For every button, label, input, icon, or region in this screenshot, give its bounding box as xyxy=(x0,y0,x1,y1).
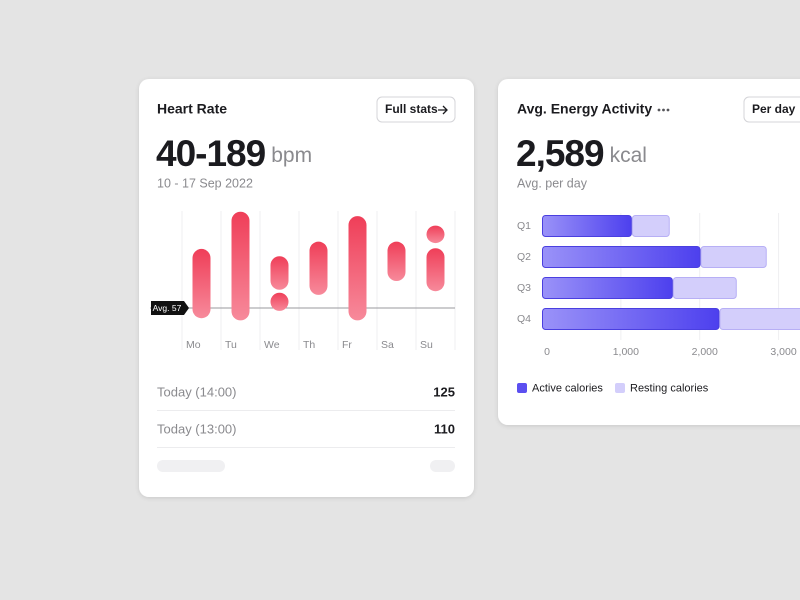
period-select[interactable] xyxy=(743,96,800,123)
headline: 40-189 bpm xyxy=(156,133,312,174)
legend-swatch xyxy=(517,383,527,393)
x-tick-label: We xyxy=(264,339,280,351)
x-tick-label: Th xyxy=(303,339,315,351)
x-tick-label: 0 xyxy=(544,346,550,358)
headline-unit: bpm xyxy=(271,144,312,167)
range-bar xyxy=(426,225,445,244)
subtitle: Avg. per day xyxy=(517,176,588,190)
x-tick-label: Sa xyxy=(381,339,394,351)
bar-segment xyxy=(700,246,767,268)
button-label[interactable]: Full stats xyxy=(385,102,438,116)
x-tick-label: 3,000 xyxy=(770,346,796,358)
more-icon[interactable] xyxy=(657,108,670,112)
headline-value: 2,589 xyxy=(516,133,604,174)
x-tick-label: Tu xyxy=(225,339,237,351)
bar-segment xyxy=(542,215,632,237)
range-bar xyxy=(309,241,328,295)
date-range: 10 - 17 Sep 2022 xyxy=(157,176,253,190)
bar-segment xyxy=(542,246,701,268)
bar-segment xyxy=(631,215,670,237)
arrow-icon xyxy=(438,105,448,115)
x-tick-label: Su xyxy=(420,339,433,351)
headline-value: 40-189 xyxy=(156,133,266,174)
row-label: Today (14:00) xyxy=(157,384,237,399)
bar-segment xyxy=(672,277,737,299)
average-label: Avg. 57 xyxy=(153,303,182,313)
average-tag xyxy=(151,301,189,316)
y-tick-label: Q3 xyxy=(517,282,531,294)
range-bar xyxy=(270,292,289,311)
legend-label: Active calories xyxy=(532,382,603,394)
x-tick-label: Mo xyxy=(186,339,201,351)
range-bar xyxy=(348,216,367,321)
legend-swatch xyxy=(615,383,625,393)
legend-label: Resting calories xyxy=(630,382,709,394)
row-value: 110 xyxy=(434,421,455,436)
heart-rate-chart: Avg. 57 Mo Tu We Th Fr Sa Su xyxy=(150,211,456,351)
bar-segment xyxy=(542,277,673,299)
full-stats-button[interactable] xyxy=(376,96,456,123)
x-tick-label: 2,000 xyxy=(692,346,718,358)
y-tick-label: Q2 xyxy=(517,251,531,263)
row-label: Today (13:00) xyxy=(157,421,237,436)
x-tick-label: Fr xyxy=(342,339,352,351)
skeleton xyxy=(430,460,455,472)
skeleton xyxy=(157,460,225,472)
range-bar xyxy=(426,248,445,292)
headline-unit: kcal xyxy=(610,144,647,167)
range-bar xyxy=(231,211,250,321)
x-tick-label: 1,000 xyxy=(613,346,639,358)
range-bar xyxy=(387,241,406,282)
headline: 2,589 kcal xyxy=(516,133,647,174)
energy-chart: 0 1,000 2,000 3,000 Q1 Q2 Q3 Q4 Active calories R… xyxy=(517,213,800,394)
bar-segment xyxy=(719,308,800,330)
range-bar xyxy=(192,248,211,319)
card-title: Avg. Energy Activity xyxy=(517,101,652,117)
heart-card xyxy=(139,79,474,497)
row-value: 125 xyxy=(433,384,455,399)
bar-segment xyxy=(542,308,720,330)
y-tick-label: Q1 xyxy=(517,220,531,232)
range-bar xyxy=(270,256,289,290)
card-title: Heart Rate xyxy=(157,101,227,117)
y-tick-label: Q4 xyxy=(517,313,531,325)
select-label[interactable]: Per day xyxy=(752,102,796,116)
